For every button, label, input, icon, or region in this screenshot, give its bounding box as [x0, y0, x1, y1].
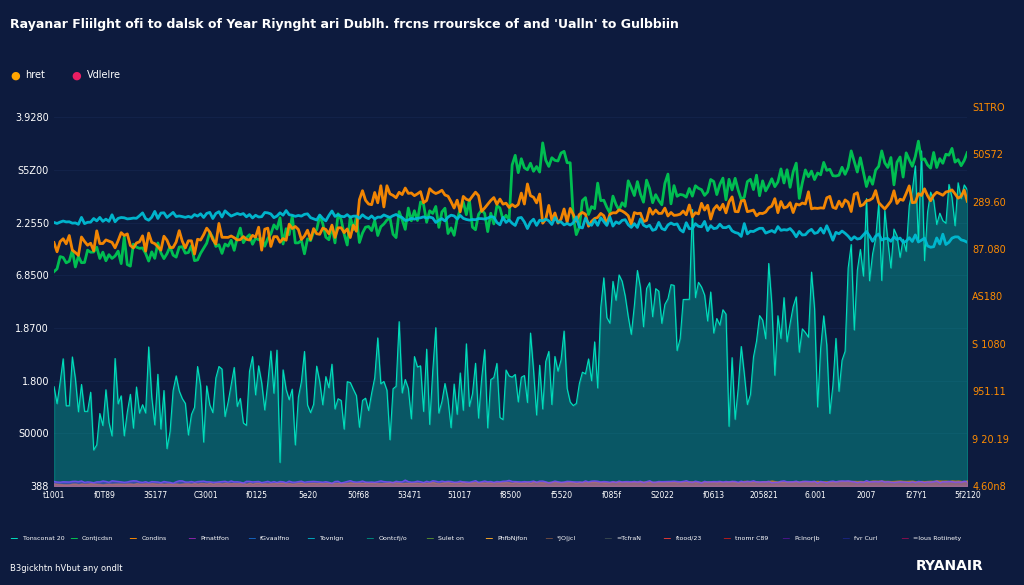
Text: ─: ─ — [664, 533, 671, 543]
Text: Prnattfon: Prnattfon — [201, 536, 229, 541]
Text: tnomr C89: tnomr C89 — [735, 536, 769, 541]
Text: fvr Curl: fvr Curl — [854, 536, 878, 541]
Text: ─: ─ — [723, 533, 730, 543]
Text: *JO|jcl: *JO|jcl — [557, 535, 577, 541]
Text: ●: ● — [10, 70, 20, 80]
Text: Sulet on: Sulet on — [438, 536, 464, 541]
Text: ─: ─ — [10, 533, 17, 543]
Text: ●: ● — [72, 70, 82, 80]
Text: ─: ─ — [248, 533, 255, 543]
Text: ─: ─ — [426, 533, 433, 543]
Text: ─: ─ — [188, 533, 196, 543]
Text: Oontcfj/o: Oontcfj/o — [379, 536, 408, 541]
Text: ─: ─ — [604, 533, 611, 543]
Text: Rayanar Fliilght ofi to dalsk of Year Riynght ari Dublh. frcns rrourskce of and : Rayanar Fliilght ofi to dalsk of Year Ri… — [10, 18, 679, 30]
Text: Pclnor|b: Pclnor|b — [795, 535, 820, 541]
Text: RYANAIR: RYANAIR — [915, 559, 983, 573]
Text: ─: ─ — [842, 533, 849, 543]
Text: hret: hret — [26, 70, 45, 80]
Text: ─: ─ — [485, 533, 493, 543]
Text: fGvaalfno: fGvaalfno — [260, 536, 291, 541]
Text: Tonsconat 20: Tonsconat 20 — [23, 536, 65, 541]
Text: ─: ─ — [307, 533, 314, 543]
Text: PhfbNjfon: PhfbNjfon — [498, 536, 528, 541]
Text: Vdlelre: Vdlelre — [87, 70, 121, 80]
Text: ─: ─ — [129, 533, 136, 543]
Text: ─: ─ — [70, 533, 77, 543]
Text: B3gickhtn hVbut any ondlt: B3gickhtn hVbut any ondlt — [10, 565, 123, 573]
Text: Tovnlgn: Tovnlgn — [319, 536, 344, 541]
Text: =TcfraN: =TcfraN — [616, 536, 641, 541]
Text: ftood/23: ftood/23 — [676, 536, 702, 541]
Text: ─: ─ — [901, 533, 908, 543]
Text: ─: ─ — [545, 533, 552, 543]
Text: ─: ─ — [782, 533, 790, 543]
Text: =Ious Rotiinety: =Ious Rotiinety — [913, 536, 962, 541]
Text: ─: ─ — [367, 533, 374, 543]
Text: Contjcdsn: Contjcdsn — [82, 536, 114, 541]
Text: Condins: Condins — [141, 536, 167, 541]
